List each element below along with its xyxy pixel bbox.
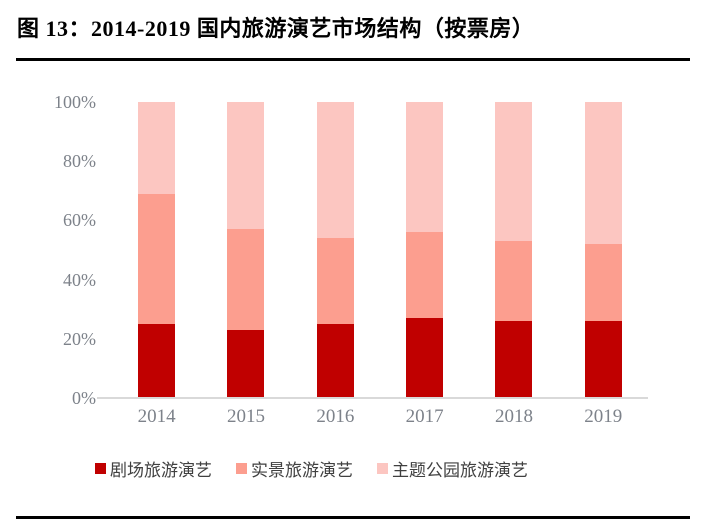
legend-swatch-icon xyxy=(95,463,106,474)
stacked-bar-2018 xyxy=(495,102,533,398)
bar-segment-剧场旅游演艺 xyxy=(584,321,622,398)
legend-swatch-icon xyxy=(236,463,247,474)
bar-slot-2018 xyxy=(469,102,558,398)
x-axis-labels: 2014 2015 2016 2017 2018 2019 xyxy=(112,406,648,428)
x-axis-line xyxy=(97,397,648,399)
y-tick-label: 100% xyxy=(54,92,96,112)
bar-segment-剧场旅游演艺 xyxy=(406,318,444,398)
x-tick-label-2017: 2017 xyxy=(405,406,444,427)
bottom-divider xyxy=(16,516,690,519)
bar-slot-2014 xyxy=(112,102,201,398)
bar-segment-剧场旅游演艺 xyxy=(316,324,354,398)
legend-swatch-icon xyxy=(377,463,388,474)
bar-slot-2019 xyxy=(559,102,648,398)
figure-title: 图 13：2014-2019 国内旅游演艺市场结构（按票房） xyxy=(17,16,535,41)
bar-segment-剧场旅游演艺 xyxy=(495,321,533,398)
y-tick-label: 80% xyxy=(63,151,96,172)
bar-slot-2015 xyxy=(201,102,290,398)
legend-item: 实景旅游演艺 xyxy=(236,456,353,481)
bars-row xyxy=(112,102,648,398)
x-tick-label-2014: 2014 xyxy=(137,406,176,427)
bar-segment-主题公园旅游演艺 xyxy=(495,102,533,242)
bar-slot-2016 xyxy=(291,102,380,398)
bar-segment-主题公园旅游演艺 xyxy=(138,102,176,194)
bar-segment-实景旅游演艺 xyxy=(138,193,176,324)
y-tick-label: 60% xyxy=(63,210,96,231)
x-tick-label-2015: 2015 xyxy=(226,406,265,427)
bar-segment-实景旅游演艺 xyxy=(406,232,444,319)
bar-slot-2017 xyxy=(380,102,469,398)
y-tick-label: 40% xyxy=(63,269,96,290)
legend-label: 剧场旅游演艺 xyxy=(110,461,212,480)
chart-legend: 剧场旅游演艺 实景旅游演艺 主题公园旅游演艺 xyxy=(95,456,655,481)
y-tick-label: 20% xyxy=(63,328,96,349)
legend-item: 剧场旅游演艺 xyxy=(95,456,212,481)
bar-segment-主题公园旅游演艺 xyxy=(227,102,265,230)
bar-segment-剧场旅游演艺 xyxy=(227,329,265,398)
bar-segment-主题公园旅游演艺 xyxy=(406,102,444,233)
stacked-bar-2019 xyxy=(584,102,622,398)
stacked-bar-2017 xyxy=(406,102,444,398)
x-tick-label-2016: 2016 xyxy=(316,406,355,427)
bar-segment-主题公园旅游演艺 xyxy=(584,102,622,245)
legend-label: 主题公园旅游演艺 xyxy=(392,461,528,480)
bar-segment-实景旅游演艺 xyxy=(584,244,622,322)
bar-segment-主题公园旅游演艺 xyxy=(316,102,354,239)
bar-segment-实景旅游演艺 xyxy=(495,241,533,322)
plot-area xyxy=(112,102,648,398)
bar-segment-剧场旅游演艺 xyxy=(138,324,176,398)
stacked-bar-2015 xyxy=(227,102,265,398)
y-tick-label: 0% xyxy=(72,388,96,408)
bar-segment-实景旅游演艺 xyxy=(316,238,354,324)
x-tick-label-2019: 2019 xyxy=(584,406,623,427)
stacked-bar-2016 xyxy=(316,102,354,398)
legend-item: 主题公园旅游演艺 xyxy=(377,456,528,481)
bar-segment-实景旅游演艺 xyxy=(227,229,265,330)
legend-label: 实景旅游演艺 xyxy=(251,461,353,480)
title-divider xyxy=(16,58,690,61)
stacked-bar-2014 xyxy=(138,102,176,398)
x-tick-label-2018: 2018 xyxy=(494,406,533,427)
